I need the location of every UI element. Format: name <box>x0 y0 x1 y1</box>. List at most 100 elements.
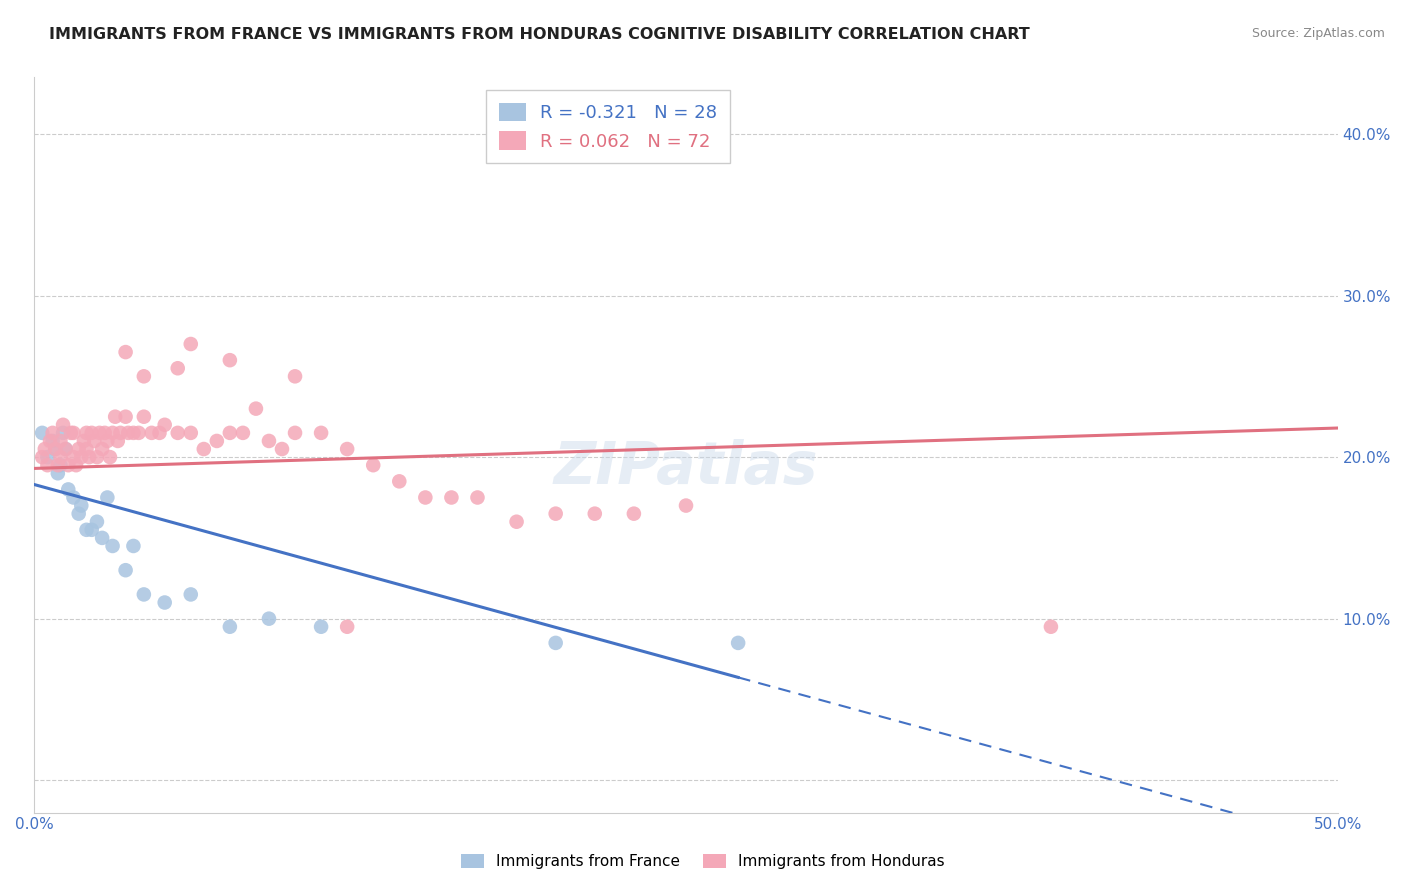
Point <box>623 507 645 521</box>
Point <box>132 369 155 384</box>
Point <box>467 491 489 505</box>
Point <box>65 458 87 473</box>
Point <box>166 361 188 376</box>
Point <box>544 507 567 521</box>
Point <box>31 425 53 440</box>
Point <box>31 450 53 464</box>
Point <box>122 539 145 553</box>
Point <box>257 434 280 448</box>
Point <box>257 612 280 626</box>
Point <box>110 425 132 440</box>
Point <box>232 425 254 440</box>
Point <box>80 523 103 537</box>
Point <box>361 458 384 473</box>
Point <box>58 458 80 473</box>
Point <box>1039 620 1062 634</box>
Point <box>41 425 63 440</box>
Point <box>70 499 93 513</box>
Point <box>141 425 163 440</box>
Point <box>52 417 75 432</box>
Point <box>132 587 155 601</box>
Point <box>83 434 105 448</box>
Point <box>91 442 114 456</box>
Point <box>114 563 136 577</box>
Point <box>505 515 527 529</box>
Point <box>415 491 437 505</box>
Point <box>41 434 63 448</box>
Point <box>675 499 697 513</box>
Point <box>62 450 84 464</box>
Point <box>309 425 332 440</box>
Point <box>245 401 267 416</box>
Point <box>101 425 124 440</box>
Point <box>67 507 90 521</box>
Point <box>91 531 114 545</box>
Point <box>336 620 359 634</box>
Point <box>166 425 188 440</box>
Point <box>309 620 332 634</box>
Point <box>37 458 59 473</box>
Point <box>76 425 98 440</box>
Point <box>44 442 66 456</box>
Point <box>583 507 606 521</box>
Point <box>122 425 145 440</box>
Point <box>98 450 121 464</box>
Point <box>70 450 93 464</box>
Point <box>96 491 118 505</box>
Point <box>218 353 240 368</box>
Point <box>39 434 62 448</box>
Point <box>205 434 228 448</box>
Text: Source: ZipAtlas.com: Source: ZipAtlas.com <box>1251 27 1385 40</box>
Point <box>86 450 108 464</box>
Text: IMMIGRANTS FROM FRANCE VS IMMIGRANTS FROM HONDURAS COGNITIVE DISABILITY CORRELAT: IMMIGRANTS FROM FRANCE VS IMMIGRANTS FRO… <box>49 27 1031 42</box>
Point <box>284 425 307 440</box>
Point <box>76 523 98 537</box>
Point <box>180 337 202 351</box>
Point <box>440 491 463 505</box>
Point <box>52 425 75 440</box>
Point <box>388 475 411 489</box>
Point <box>59 425 82 440</box>
Point <box>34 442 56 456</box>
Point <box>44 442 66 456</box>
Legend: Immigrants from France, Immigrants from Honduras: Immigrants from France, Immigrants from … <box>456 848 950 875</box>
Point <box>96 434 118 448</box>
Point <box>153 595 176 609</box>
Point <box>77 450 100 464</box>
Point <box>117 425 139 440</box>
Point <box>180 587 202 601</box>
Point <box>55 442 77 456</box>
Point <box>73 434 96 448</box>
Point <box>89 425 111 440</box>
Point <box>153 417 176 432</box>
Point <box>284 369 307 384</box>
Point <box>104 409 127 424</box>
Point <box>114 345 136 359</box>
Point <box>80 425 103 440</box>
Point <box>94 425 117 440</box>
Text: ZIPatlas: ZIPatlas <box>554 439 818 496</box>
Point <box>67 442 90 456</box>
Point <box>46 458 69 473</box>
Point <box>193 442 215 456</box>
Point <box>727 636 749 650</box>
Point <box>336 442 359 456</box>
Legend: R = -0.321   N = 28, R = 0.062   N = 72: R = -0.321 N = 28, R = 0.062 N = 72 <box>486 90 730 163</box>
Point <box>62 491 84 505</box>
Point <box>218 425 240 440</box>
Point <box>37 450 59 464</box>
Point <box>76 442 98 456</box>
Point <box>49 458 72 473</box>
Point <box>132 409 155 424</box>
Point <box>218 620 240 634</box>
Point <box>49 450 72 464</box>
Point <box>55 442 77 456</box>
Point <box>62 425 84 440</box>
Point <box>148 425 170 440</box>
Point <box>128 425 150 440</box>
Point <box>114 409 136 424</box>
Point <box>58 483 80 497</box>
Point <box>271 442 294 456</box>
Point <box>86 515 108 529</box>
Point <box>107 434 129 448</box>
